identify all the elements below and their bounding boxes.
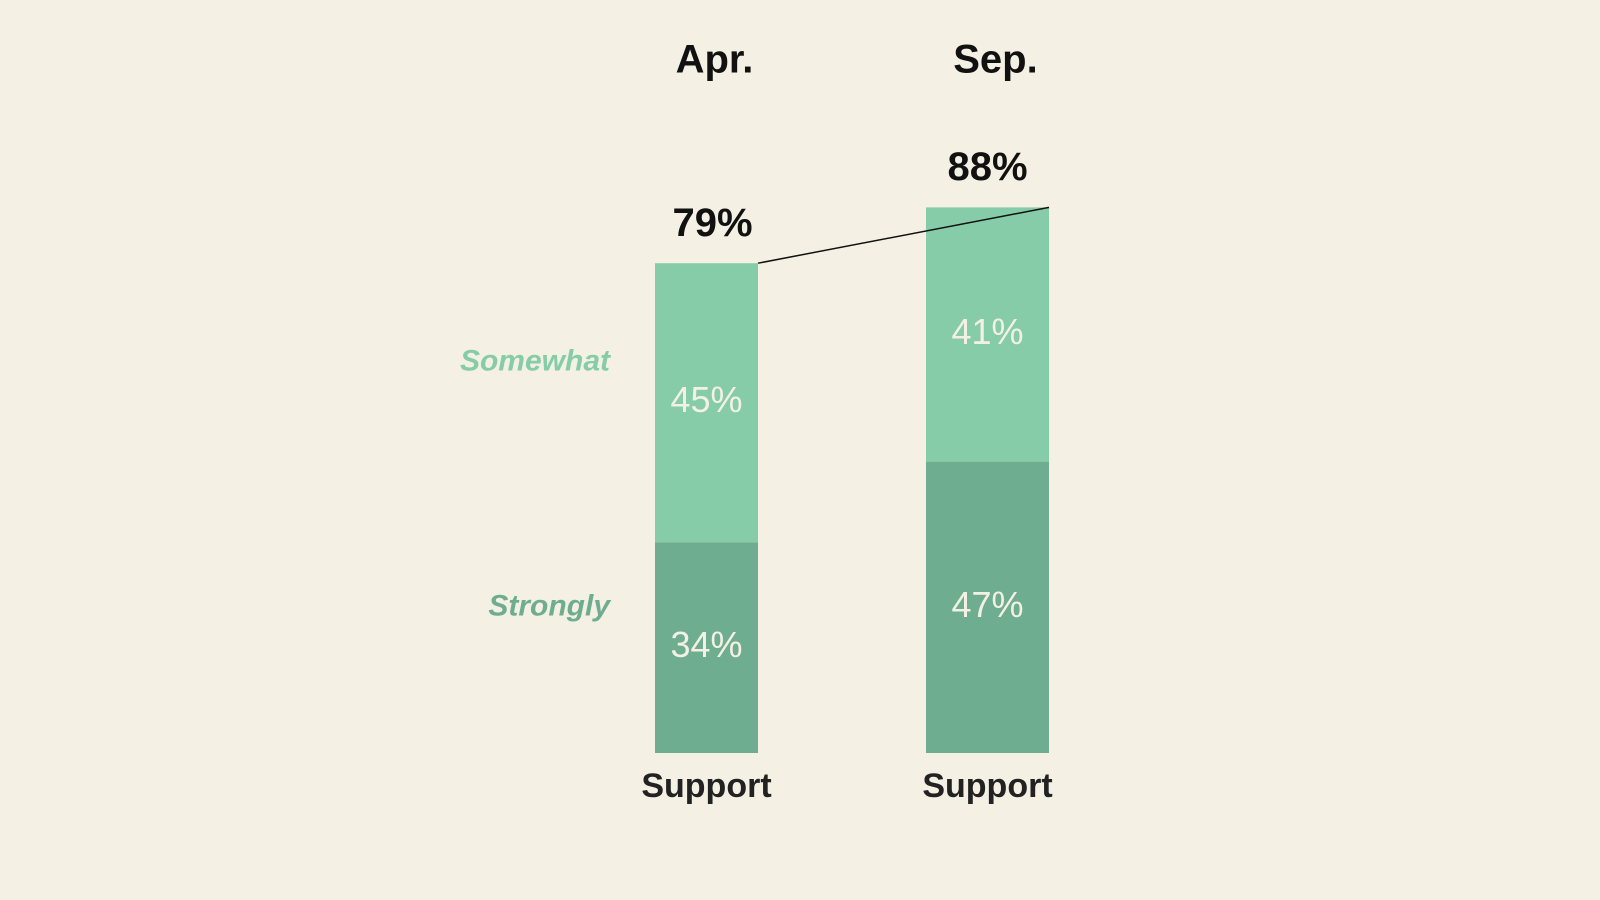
total-label: 88% bbox=[947, 145, 1027, 189]
column-header: Apr. bbox=[676, 38, 754, 82]
bar-label: Support bbox=[922, 767, 1052, 805]
bar-segment bbox=[926, 461, 1049, 753]
segment-label: 34% bbox=[670, 624, 742, 665]
segment-label: 41% bbox=[951, 311, 1023, 352]
segment-label: 45% bbox=[670, 379, 742, 420]
legend-label: Strongly bbox=[488, 590, 611, 623]
total-connector bbox=[757, 206, 1050, 264]
total-label: 79% bbox=[672, 201, 752, 245]
bar-label: Support bbox=[641, 767, 771, 805]
column-header: Sep. bbox=[953, 38, 1037, 82]
bar-segment bbox=[655, 542, 758, 753]
bar-segment bbox=[655, 263, 758, 543]
legend-label: Somewhat bbox=[460, 345, 612, 378]
segment-label: 47% bbox=[951, 584, 1023, 625]
bar-segment bbox=[926, 207, 1049, 462]
